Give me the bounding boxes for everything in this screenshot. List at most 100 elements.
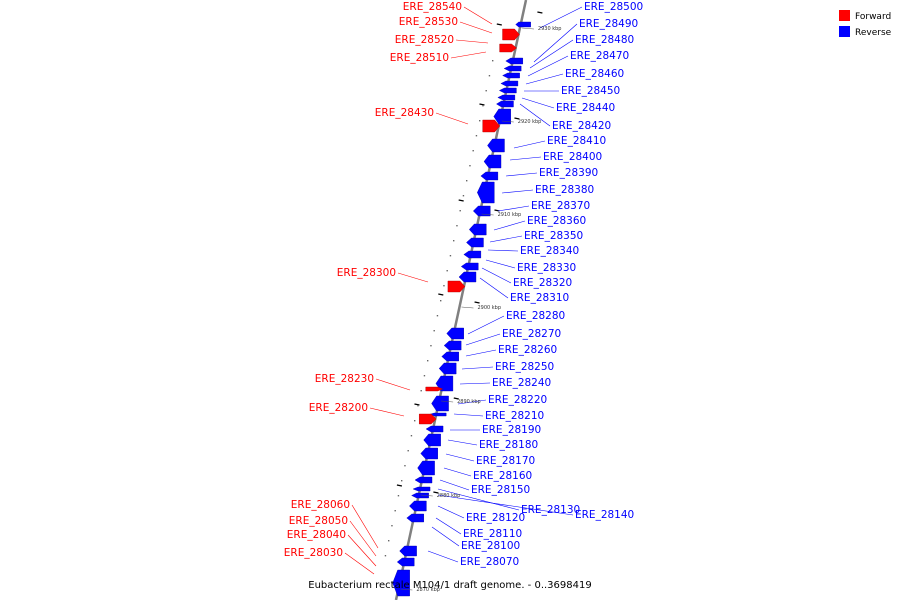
forward-leader-line — [435, 112, 469, 125]
gene-blocks — [392, 21, 531, 597]
small-marks — [384, 11, 543, 557]
reverse-gene-block — [425, 425, 444, 433]
tick-mark — [501, 120, 514, 123]
reverse-gene-label: ERE_28420 — [552, 120, 611, 132]
label-leaders — [344, 6, 583, 575]
reverse-gene-block — [460, 262, 479, 271]
tick-label: 2930 kbp — [538, 26, 562, 32]
reverse-leader-line — [447, 439, 478, 446]
reverse-leader-line — [439, 479, 470, 491]
reverse-gene-label: ERE_28120 — [466, 512, 525, 524]
reverse-gene-label: ERE_28400 — [543, 151, 602, 163]
forward-leader-line — [455, 39, 489, 44]
small-gene-dot — [462, 195, 465, 197]
small-gene-dot — [472, 150, 474, 152]
reverse-gene-label: ERE_28240 — [492, 377, 551, 389]
small-gene-dot — [492, 60, 494, 62]
small-gene-dot — [459, 210, 461, 212]
reverse-gene-label: ERE_28190 — [482, 424, 541, 436]
reverse-gene-label: ERE_28460 — [565, 68, 624, 80]
forward-gene-label: ERE_28300 — [337, 267, 396, 279]
reverse-gene-block — [502, 72, 520, 79]
reverse-gene-label: ERE_28490 — [579, 18, 638, 30]
reverse-leader-line — [465, 349, 497, 357]
reverse-gene-block — [443, 340, 462, 351]
tick-label: 2880 kbp — [437, 493, 461, 499]
small-gene-dot — [417, 405, 419, 407]
reverse-gene-label: ERE_28380 — [535, 184, 594, 196]
small-gene-mark — [479, 103, 485, 106]
reverse-gene-label: ERE_28470 — [570, 50, 629, 62]
reverse-gene-label: ERE_28480 — [575, 34, 634, 46]
forward-gene-label: ERE_28060 — [291, 499, 350, 511]
reverse-gene-block — [500, 80, 519, 87]
reverse-leader-line — [437, 505, 465, 519]
forward-gene-label: ERE_28540 — [403, 1, 462, 13]
reverse-gene-block — [497, 94, 516, 101]
small-gene-dot — [466, 180, 468, 182]
reverse-leader-line — [509, 156, 542, 161]
reverse-leader-line — [465, 333, 501, 346]
reverse-leader-line — [459, 382, 491, 385]
forward-gene-label: ERE_28530 — [399, 16, 458, 28]
small-gene-dot — [433, 330, 435, 332]
reverse-leader-line — [453, 413, 484, 417]
forward-gene-label: ERE_28430 — [375, 107, 434, 119]
forward-leader-line — [463, 6, 493, 25]
tick-mark — [481, 213, 494, 216]
reverse-leader-line — [457, 399, 487, 405]
legend-swatch-reverse — [839, 26, 850, 37]
reverse-gene-label: ERE_28130 — [521, 504, 580, 516]
small-gene-dot — [479, 120, 481, 122]
forward-gene-label: ERE_28200 — [309, 402, 368, 414]
forward-gene-block — [447, 280, 466, 293]
reverse-gene-label: ERE_28340 — [520, 245, 579, 257]
reverse-gene-block — [469, 223, 487, 236]
reverse-gene-block — [414, 476, 433, 484]
legend-swatch-forward — [839, 10, 850, 21]
small-gene-dot — [414, 420, 416, 422]
reverse-leader-line — [487, 249, 519, 252]
reverse-gene-label: ERE_28100 — [461, 540, 520, 552]
reverse-gene-block — [446, 327, 464, 340]
reverse-gene-label: ERE_28260 — [498, 344, 557, 356]
reverse-gene-label: ERE_28140 — [575, 509, 634, 521]
small-gene-dot — [449, 255, 452, 257]
forward-leader-line — [450, 51, 487, 59]
small-gene-dot — [397, 495, 400, 497]
small-gene-mark — [433, 491, 439, 494]
reverse-gene-label: ERE_28440 — [556, 102, 615, 114]
small-gene-mark — [474, 301, 480, 304]
reverse-gene-label: ERE_28390 — [539, 167, 598, 179]
tick-label: 2910 kbp — [498, 212, 522, 218]
reverse-gene-label: ERE_28220 — [488, 394, 547, 406]
small-gene-mark — [438, 293, 444, 296]
legend: Forward Reverse — [839, 10, 892, 38]
reverse-gene-block — [496, 100, 514, 108]
reverse-gene-block — [396, 557, 415, 567]
reverse-gene-block — [399, 545, 417, 557]
small-gene-dot — [453, 240, 455, 242]
reverse-gene-label: ERE_28150 — [471, 484, 530, 496]
reverse-leader-line — [493, 220, 526, 231]
small-gene-dot — [404, 465, 406, 467]
small-gene-dot — [446, 270, 448, 272]
small-gene-dot — [407, 450, 409, 452]
reverse-leader-line — [519, 103, 551, 127]
reverse-gene-block — [423, 433, 441, 447]
reverse-gene-label: ERE_28070 — [460, 556, 519, 568]
small-gene-dot — [394, 510, 396, 512]
reverse-leader-line — [435, 517, 462, 535]
forward-leader-line — [344, 552, 375, 575]
reverse-gene-block — [417, 460, 435, 476]
reverse-gene-block — [466, 237, 484, 248]
small-gene-mark — [453, 397, 459, 400]
legend-label-forward: Forward — [855, 12, 891, 22]
reverse-gene-block — [503, 65, 522, 72]
reverse-gene-block — [438, 362, 457, 375]
reverse-leader-line — [481, 267, 512, 284]
reverse-gene-block — [435, 375, 454, 392]
reverse-gene-label: ERE_28450 — [561, 85, 620, 97]
forward-leader-line — [369, 407, 405, 417]
reverse-gene-block — [483, 154, 502, 169]
